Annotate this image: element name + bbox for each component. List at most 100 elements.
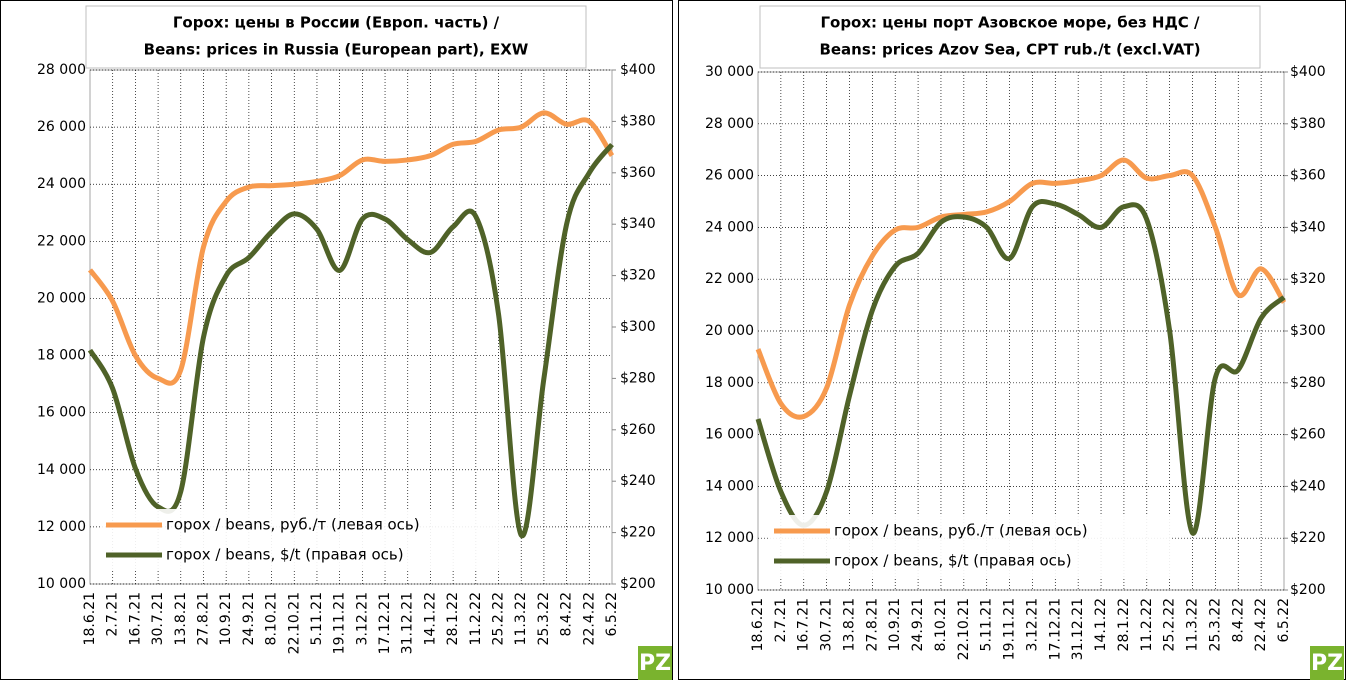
chart-title: Горох: цены в России (Европ. часть) / bbox=[173, 14, 500, 32]
x-tick-label: 16.7.21 bbox=[127, 592, 143, 645]
y2-tick-label: $280 bbox=[1290, 375, 1326, 391]
x-tick-label: 31.12.21 bbox=[1070, 598, 1086, 660]
y2-tick-label: $320 bbox=[620, 268, 656, 284]
y2-tick-label: $240 bbox=[620, 473, 656, 489]
y-tick-label: 20 000 bbox=[37, 290, 86, 306]
series-line bbox=[87, 110, 615, 386]
y-tick-label: 18 000 bbox=[705, 375, 754, 391]
y2-tick-label: $380 bbox=[1290, 116, 1326, 132]
x-tick-label: 14.1.22 bbox=[1093, 598, 1109, 651]
y-tick-label: 12 000 bbox=[37, 519, 86, 535]
logo: PZ bbox=[638, 646, 672, 680]
y2-tick-label: $360 bbox=[1290, 168, 1326, 184]
y-tick-label: 26 000 bbox=[705, 168, 754, 184]
x-tick-label: 24.9.21 bbox=[910, 598, 926, 651]
y2-tick-label: $340 bbox=[1290, 219, 1326, 235]
x-tick-label: 8.10.21 bbox=[933, 598, 949, 651]
x-tick-label: 25.2.22 bbox=[1162, 598, 1178, 651]
y-tick-label: 22 000 bbox=[705, 271, 754, 287]
y-tick-label: 28 000 bbox=[37, 62, 86, 78]
title-box bbox=[759, 5, 1261, 69]
logo: PZ bbox=[1310, 646, 1344, 680]
y-tick-label: 24 000 bbox=[37, 176, 86, 192]
plot-area bbox=[89, 69, 613, 585]
x-tick-label: 30.7.21 bbox=[819, 598, 835, 651]
x-tick-label: 8.10.21 bbox=[264, 592, 280, 645]
series-line bbox=[755, 199, 1286, 536]
y2-tick-label: $300 bbox=[620, 319, 656, 335]
y2-tick-label: $280 bbox=[620, 370, 656, 386]
y-tick-label: 14 000 bbox=[37, 462, 86, 478]
y-tick-label: 30 000 bbox=[705, 64, 754, 80]
y-tick-label: 10 000 bbox=[37, 576, 86, 592]
x-tick-label: 2.7.21 bbox=[773, 598, 789, 643]
x-tick-label: 14.1.22 bbox=[422, 592, 438, 645]
y2-tick-label: $200 bbox=[1290, 582, 1326, 598]
x-tick-label: 17.12.21 bbox=[1047, 598, 1063, 660]
x-tick-label: 22.10.21 bbox=[956, 598, 972, 660]
y2-tick-label: $220 bbox=[620, 525, 656, 541]
x-tick-label: 18.6.21 bbox=[750, 598, 766, 651]
y2-tick-label: $380 bbox=[620, 113, 656, 129]
y2-tick-label: $260 bbox=[1290, 427, 1326, 443]
y-tick-label: 14 000 bbox=[705, 478, 754, 494]
y-tick-label: 12 000 bbox=[705, 530, 754, 546]
y-tick-label: 18 000 bbox=[37, 348, 86, 364]
legend-label: горох / beans, руб./т (левая ось) bbox=[834, 522, 1088, 540]
x-tick-label: 5.11.21 bbox=[979, 598, 995, 651]
legend-label: горох / beans, $/t (правая ось) bbox=[166, 546, 404, 564]
y-tick-label: 22 000 bbox=[37, 233, 86, 249]
x-tick-label: 11.3.22 bbox=[1185, 598, 1201, 651]
x-tick-label: 18.6.21 bbox=[82, 592, 98, 645]
x-tick-label: 25.3.22 bbox=[1207, 598, 1223, 651]
x-tick-label: 24.9.21 bbox=[241, 592, 257, 645]
x-tick-label: 28.1.22 bbox=[445, 592, 461, 645]
series-line bbox=[755, 157, 1287, 420]
y-tick-label: 10 000 bbox=[705, 582, 754, 598]
y-tick-label: 28 000 bbox=[705, 116, 754, 132]
legend-box bbox=[102, 509, 502, 571]
series-line bbox=[87, 142, 614, 539]
x-tick-label: 22.4.22 bbox=[1253, 598, 1269, 651]
y2-tick-label: $360 bbox=[620, 165, 656, 181]
y2-tick-label: $240 bbox=[1290, 478, 1326, 494]
chart-title: Горох: цены порт Азовское море, без НДС … bbox=[820, 14, 1200, 32]
chart-title: Beans: prices in Russia (European part),… bbox=[144, 41, 529, 59]
x-tick-label: 13.8.21 bbox=[841, 598, 857, 651]
x-tick-label: 6.5.22 bbox=[1276, 598, 1292, 643]
x-tick-label: 13.8.21 bbox=[173, 592, 189, 645]
y2-tick-label: $300 bbox=[1290, 323, 1326, 339]
svg-text:PZ: PZ bbox=[1311, 651, 1343, 676]
y-tick-label: 16 000 bbox=[37, 405, 86, 421]
x-tick-label: 5.11.21 bbox=[309, 592, 325, 645]
x-tick-label: 11.2.22 bbox=[1139, 598, 1155, 651]
x-tick-label: 19.11.21 bbox=[1002, 598, 1018, 660]
x-tick-label: 10.9.21 bbox=[887, 598, 903, 651]
y2-tick-label: $400 bbox=[620, 62, 656, 78]
x-tick-label: 11.3.22 bbox=[513, 592, 529, 645]
x-tick-label: 25.3.22 bbox=[536, 592, 552, 645]
y-tick-label: 24 000 bbox=[705, 219, 754, 235]
x-tick-label: 25.2.22 bbox=[491, 592, 507, 645]
title-box bbox=[85, 5, 587, 69]
y-tick-label: 16 000 bbox=[705, 427, 754, 443]
y2-tick-label: $260 bbox=[620, 422, 656, 438]
x-tick-label: 8.4.22 bbox=[559, 592, 575, 637]
x-tick-label: 6.5.22 bbox=[604, 592, 620, 637]
y2-tick-label: $320 bbox=[1290, 271, 1326, 287]
y2-tick-label: $340 bbox=[620, 216, 656, 232]
x-tick-label: 8.4.22 bbox=[1230, 598, 1246, 643]
legend-box bbox=[770, 515, 1170, 577]
x-tick-label: 17.12.21 bbox=[377, 592, 393, 654]
x-tick-label: 30.7.21 bbox=[150, 592, 166, 645]
x-tick-label: 22.4.22 bbox=[581, 592, 597, 645]
y-tick-label: 26 000 bbox=[37, 119, 86, 135]
x-tick-label: 3.12.21 bbox=[354, 592, 370, 645]
y2-tick-label: $400 bbox=[1290, 64, 1326, 80]
x-tick-label: 10.9.21 bbox=[218, 592, 234, 645]
x-tick-label: 31.12.21 bbox=[400, 592, 416, 654]
x-tick-label: 27.8.21 bbox=[864, 598, 880, 651]
legend-label: горох / beans, руб./т (левая ось) bbox=[166, 516, 420, 534]
x-tick-label: 3.12.21 bbox=[1024, 598, 1040, 651]
